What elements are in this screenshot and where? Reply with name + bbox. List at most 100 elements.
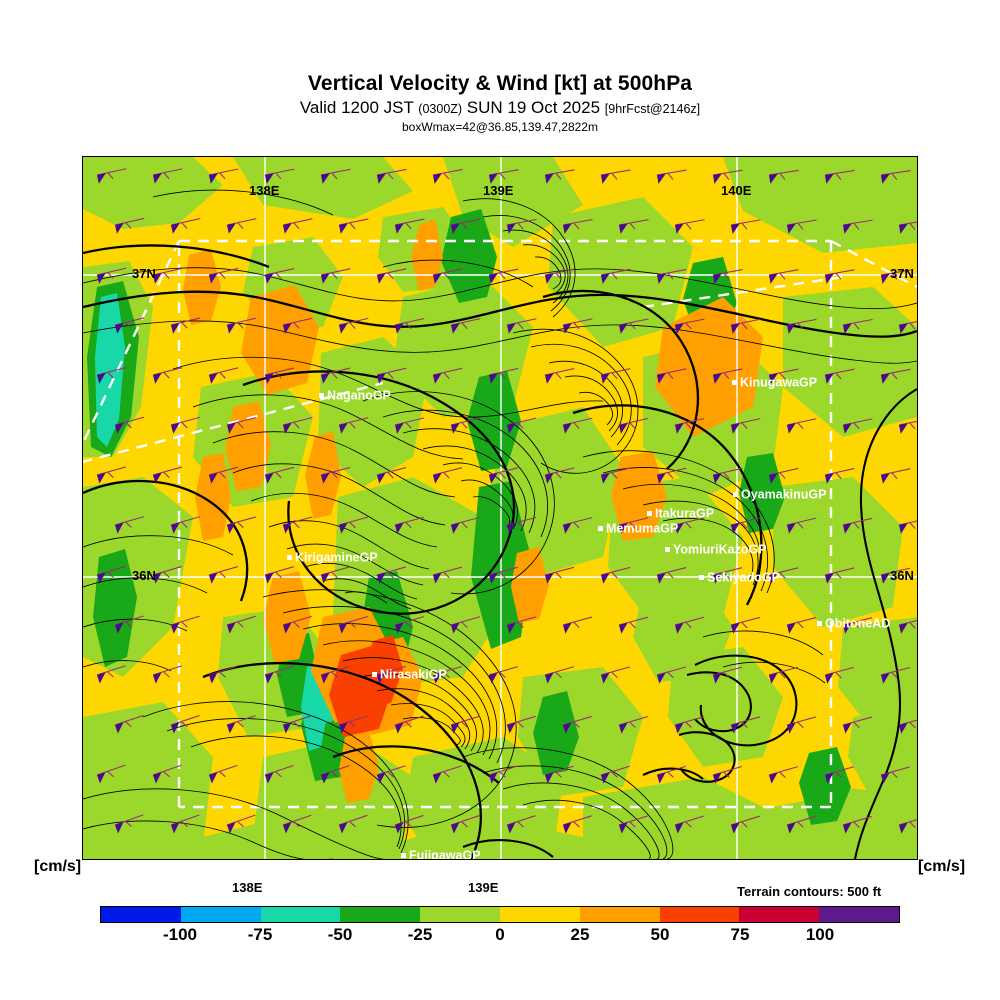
wind-barb-icon [394, 616, 424, 634]
station-marker-icon [699, 575, 704, 581]
wind-barb-icon [656, 765, 686, 784]
wind-barb-icon [506, 516, 537, 534]
wind-barb-icon [320, 466, 351, 484]
wind-barb-icon [544, 666, 574, 684]
wind-barb-icon [450, 218, 481, 234]
wind-barb-icon [562, 517, 593, 534]
station-label-oyamakinugp: OyamakinuGP [733, 488, 826, 501]
wind-barb-icon [208, 764, 238, 784]
lon-label-bottom-138e: 138E [232, 880, 263, 895]
wind-barb-icon [170, 317, 201, 334]
wind-barb-icon [114, 317, 145, 334]
wind-barb-icon [768, 567, 799, 584]
wind-barb-icon [488, 367, 519, 384]
wind-barb-icon [712, 269, 743, 284]
wind-barb-icon [842, 318, 873, 334]
colorbar-swatch-9 [819, 907, 899, 922]
wind-barb-icon [488, 566, 519, 584]
station-marker-icon [401, 853, 406, 859]
wind-barb-icon [730, 318, 761, 334]
valid-time-utc: (0300Z) [418, 102, 463, 116]
wind-barb-icon [712, 169, 743, 184]
wind-barb-icon [170, 615, 200, 634]
wind-barb-icon [282, 417, 313, 434]
lon-label-top-140e: 140E [721, 183, 752, 198]
colorbar-swatch-6 [579, 907, 660, 922]
station-marker-icon [733, 492, 738, 498]
colorbar-tick--100: -100 [162, 925, 198, 944]
wind-barb-icon [96, 267, 127, 284]
wind-barb-icon [226, 416, 257, 434]
wind-barb-icon [114, 615, 144, 634]
wind-barb-icon [376, 367, 407, 384]
wind-barb-icon [170, 814, 200, 834]
wind-barb-field [96, 168, 917, 834]
wind-barb-icon [320, 168, 351, 184]
wind-barb-icon [730, 517, 761, 534]
wind-barb-icon [152, 565, 182, 584]
terrain-contours-bold [83, 244, 917, 859]
station-name: NirasakiGP [380, 667, 447, 682]
wind-barb-icon [618, 616, 649, 634]
colorbar-tick-50: 50 [650, 925, 670, 944]
wind-barb-icon [880, 269, 911, 284]
wind-barb-icon [898, 617, 917, 634]
station-marker-icon [319, 393, 324, 399]
wind-barb-icon [394, 516, 425, 534]
wind-barb-icon [208, 267, 239, 284]
map-plot-area: NaganoGP KirigamineGP NirasakiGP FujigawaGP… [82, 156, 918, 860]
wind-barb-icon [730, 815, 760, 834]
wind-barb-icon [674, 716, 704, 734]
valid-time-suffix: SUN 19 Oct 2025 [462, 98, 605, 117]
wind-barb-icon [226, 516, 257, 534]
wind-barb-icon [338, 218, 369, 234]
wind-barb-icon [786, 219, 817, 234]
map-svg [83, 157, 917, 859]
wind-barb-icon [170, 516, 200, 534]
station-label-sekiyadogp: SekiyadoGP [699, 571, 780, 584]
wind-barb-icon [450, 616, 481, 634]
wind-barb-icon [544, 765, 574, 784]
wind-barb-icon [786, 617, 817, 634]
station-marker-icon [647, 511, 652, 517]
wind-barb-icon [898, 319, 917, 334]
wind-barb-icon [786, 517, 817, 534]
wind-barb-icon [618, 517, 649, 534]
wind-barb-icon [824, 666, 855, 684]
wind-barb-icon [432, 566, 463, 584]
wind-barb-icon [656, 467, 687, 484]
wind-barb-icon [674, 517, 705, 534]
wind-barb-icon [394, 814, 424, 834]
station-name: NaganoGP [327, 388, 391, 403]
station-label-kirigaminegp: KirigamineGP [287, 551, 378, 564]
wind-barb-icon [450, 318, 481, 334]
wind-barb-icon [824, 766, 854, 784]
wind-barb-icon [768, 766, 798, 784]
wind-barb-icon [730, 418, 761, 434]
colorbar-tick-0: 0 [495, 925, 505, 944]
wind-barb-icon [320, 367, 351, 384]
valid-time-line: Valid 1200 JST (0300Z) SUN 19 Oct 2025 [… [0, 97, 1000, 120]
wind-barb-icon [506, 417, 537, 434]
wind-barb-icon [96, 466, 127, 484]
colorbar-tick--50: -50 [327, 925, 353, 944]
wind-barb-icon [506, 318, 537, 334]
wind-barb-icon [600, 765, 630, 784]
wind-barb-icon [208, 665, 238, 684]
wind-barb-icon [96, 665, 126, 684]
wind-barb-icon [786, 716, 817, 734]
colorbar-tick--75: -75 [247, 925, 273, 944]
station-name: MemumaGP [606, 521, 679, 536]
colorbar-tick-25: 25 [570, 925, 590, 944]
wind-barb-icon [506, 616, 537, 634]
wind-barb-icon [824, 169, 855, 184]
wind-barb-icon [786, 318, 817, 334]
wind-barb-icon [282, 715, 312, 734]
wind-barb-icon [282, 516, 313, 534]
wind-barb-icon [208, 367, 239, 384]
wind-barb-icon [898, 816, 917, 834]
wind-barb-icon [562, 417, 593, 434]
wind-barb-icon [152, 665, 182, 684]
wind-barb-icon [842, 418, 873, 434]
wind-barb-icon [842, 219, 873, 234]
